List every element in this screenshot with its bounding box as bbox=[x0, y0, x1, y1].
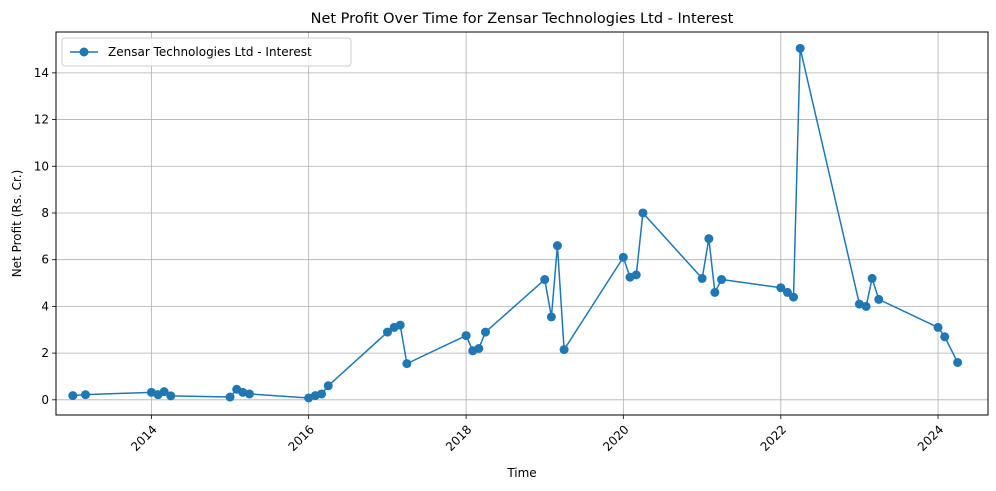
data-point bbox=[861, 301, 871, 311]
data-point bbox=[461, 331, 471, 341]
data-point bbox=[68, 391, 78, 401]
y-tick-label: 8 bbox=[41, 206, 49, 220]
data-point bbox=[159, 387, 169, 397]
data-point bbox=[867, 273, 877, 283]
data-point bbox=[166, 391, 176, 401]
data-point bbox=[638, 208, 648, 218]
legend-label: Zensar Technologies Ltd - Interest bbox=[108, 45, 312, 59]
data-point bbox=[546, 312, 556, 322]
chart-title: Net Profit Over Time for Zensar Technolo… bbox=[311, 11, 734, 27]
data-point bbox=[776, 283, 786, 293]
y-tick-label: 12 bbox=[34, 113, 49, 127]
data-point bbox=[244, 389, 254, 399]
data-point bbox=[559, 345, 569, 355]
data-point bbox=[631, 270, 641, 280]
data-point bbox=[717, 275, 727, 285]
x-axis-label: Time bbox=[506, 466, 536, 480]
y-axis-ticks: 0 2 4 6 8 10 12 14 bbox=[34, 66, 56, 407]
data-point bbox=[940, 332, 950, 342]
data-point bbox=[710, 287, 720, 297]
data-point bbox=[704, 234, 714, 244]
data-point bbox=[81, 390, 91, 400]
grid-lines bbox=[56, 32, 988, 415]
data-point bbox=[618, 252, 628, 262]
y-tick-label: 14 bbox=[34, 66, 49, 80]
y-tick-label: 2 bbox=[41, 346, 49, 360]
plot-frame bbox=[55, 31, 989, 416]
data-point bbox=[395, 320, 405, 330]
legend-marker-swatch bbox=[79, 47, 89, 57]
series-markers bbox=[68, 43, 963, 403]
data-point bbox=[795, 43, 805, 53]
y-tick-label: 4 bbox=[41, 299, 49, 313]
data-point bbox=[953, 357, 963, 367]
data-point bbox=[552, 241, 562, 251]
data-point bbox=[317, 389, 327, 399]
y-tick-label: 6 bbox=[41, 253, 49, 267]
data-point bbox=[789, 292, 799, 302]
y-tick-label: 0 bbox=[41, 393, 49, 407]
data-point bbox=[474, 343, 484, 353]
data-point bbox=[874, 294, 884, 304]
data-point bbox=[480, 327, 490, 337]
data-point bbox=[540, 275, 550, 285]
legend-box bbox=[61, 37, 352, 67]
data-point bbox=[933, 322, 943, 332]
data-point bbox=[323, 381, 333, 391]
y-axis-label: Net Profit (Rs. Cr.) bbox=[10, 170, 24, 278]
data-point bbox=[402, 359, 412, 369]
data-point bbox=[225, 392, 235, 402]
data-point bbox=[382, 327, 392, 337]
data-point bbox=[697, 273, 707, 283]
y-tick-label: 10 bbox=[34, 159, 49, 173]
legend: Zensar Technologies Ltd - Interest bbox=[61, 37, 352, 67]
